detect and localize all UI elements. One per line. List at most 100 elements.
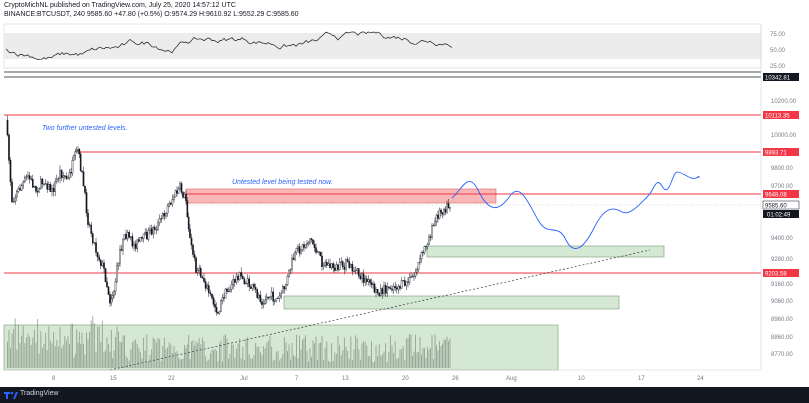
candle-body bbox=[300, 249, 302, 254]
volume-bar bbox=[7, 341, 8, 368]
candle-body bbox=[190, 237, 193, 246]
volume-bar bbox=[157, 337, 159, 368]
volume-bar bbox=[116, 326, 118, 368]
candle-body bbox=[32, 178, 34, 188]
price-label-9203 bbox=[763, 269, 799, 277]
time-axis: 8 15 22 Jul 7 13 20 26 Aug 10 17 24 bbox=[4, 369, 761, 382]
candle-body bbox=[249, 286, 252, 289]
rsi-tick-25: 25.00 bbox=[770, 64, 786, 70]
volume-bar bbox=[159, 339, 161, 368]
volume-bar bbox=[35, 342, 37, 368]
volume-bar bbox=[369, 355, 371, 368]
rsi-tick-75: 75.00 bbox=[770, 32, 786, 38]
candle-body bbox=[298, 246, 301, 254]
candle-body bbox=[423, 245, 426, 254]
price-tick: 9160.00 bbox=[771, 282, 793, 288]
volume-bar bbox=[22, 325, 24, 368]
candle-body bbox=[230, 284, 233, 290]
volume-bar bbox=[264, 348, 266, 368]
volume-bar bbox=[293, 355, 294, 368]
candle-body bbox=[259, 294, 262, 302]
candle-body bbox=[297, 246, 299, 249]
candle-body bbox=[283, 286, 286, 290]
candle-body bbox=[288, 269, 290, 277]
volume-bar bbox=[436, 344, 437, 368]
time-tick: 26 bbox=[452, 376, 459, 382]
volume-bar bbox=[188, 334, 190, 368]
volume-bar bbox=[443, 339, 445, 368]
candle-body bbox=[36, 191, 39, 193]
candle-body bbox=[17, 188, 20, 192]
volume-bar bbox=[449, 338, 451, 368]
volume-bar bbox=[185, 348, 187, 368]
price-label-10113-text: 10113.35 bbox=[765, 114, 790, 120]
volume-bar bbox=[355, 335, 357, 368]
volume-bar bbox=[121, 341, 122, 368]
volume-bar bbox=[263, 346, 265, 368]
volume-bar bbox=[90, 320, 92, 368]
candle-body bbox=[177, 188, 180, 194]
volume-bar bbox=[335, 353, 337, 368]
candle-body bbox=[413, 275, 415, 277]
volume-bar bbox=[377, 356, 379, 368]
volume-bar bbox=[61, 348, 63, 368]
candle-body bbox=[348, 261, 351, 268]
volume-bar bbox=[133, 340, 135, 368]
volume-bar bbox=[17, 324, 19, 368]
volume-bar bbox=[200, 344, 202, 368]
demand-zone-middle bbox=[283, 295, 620, 310]
volume-bar bbox=[440, 346, 442, 368]
candle-body bbox=[282, 286, 284, 294]
volume-bar bbox=[235, 349, 237, 368]
volume-bar bbox=[30, 344, 32, 368]
volume-bar bbox=[303, 338, 305, 368]
volume-bar bbox=[72, 323, 73, 368]
candle-body bbox=[131, 236, 134, 247]
candle-body bbox=[446, 203, 448, 213]
candle-body bbox=[123, 234, 126, 240]
volume-bar bbox=[155, 342, 157, 368]
footer-brand[interactable]: TradingView bbox=[20, 390, 59, 397]
candle-body bbox=[322, 264, 325, 267]
price-tick: 8960.00 bbox=[771, 317, 793, 323]
candle-body bbox=[134, 243, 137, 249]
candle-body bbox=[106, 281, 108, 288]
volume-bar bbox=[128, 360, 130, 368]
volume-bar bbox=[334, 352, 336, 368]
volume-bar bbox=[296, 334, 297, 368]
volume-bar bbox=[242, 346, 244, 368]
volume-bar bbox=[427, 347, 428, 368]
candle-body bbox=[152, 226, 155, 235]
candle-body bbox=[212, 297, 215, 305]
volume-bar bbox=[255, 342, 257, 368]
candle-body bbox=[366, 278, 368, 282]
candle-body bbox=[343, 266, 346, 270]
volume-bar bbox=[419, 337, 421, 368]
candle-body bbox=[426, 244, 429, 247]
volume-bar bbox=[297, 358, 299, 368]
candle-body bbox=[447, 203, 450, 208]
candles bbox=[6, 115, 451, 316]
price-pane-bg bbox=[4, 74, 761, 370]
volume-bar bbox=[19, 343, 21, 368]
volume-bar bbox=[240, 358, 242, 368]
candle-body bbox=[267, 296, 270, 299]
volume-bar bbox=[51, 343, 53, 368]
candle-body bbox=[56, 178, 58, 182]
volume-bar bbox=[448, 340, 449, 368]
candle-body bbox=[186, 200, 189, 218]
volume-bar bbox=[422, 347, 424, 368]
volume-bar bbox=[77, 342, 79, 368]
volume-bar bbox=[113, 350, 115, 368]
candle-body bbox=[342, 261, 344, 267]
volume-bar bbox=[337, 336, 339, 368]
time-tick: 17 bbox=[638, 376, 645, 382]
volume-bar bbox=[219, 343, 220, 368]
volume-bar bbox=[222, 361, 223, 368]
candle-body bbox=[251, 284, 254, 289]
candle-body bbox=[79, 153, 82, 172]
volume-bar bbox=[141, 358, 143, 368]
candle-body bbox=[346, 259, 349, 262]
time-tick: 15 bbox=[110, 376, 117, 382]
candle-body bbox=[386, 286, 389, 294]
